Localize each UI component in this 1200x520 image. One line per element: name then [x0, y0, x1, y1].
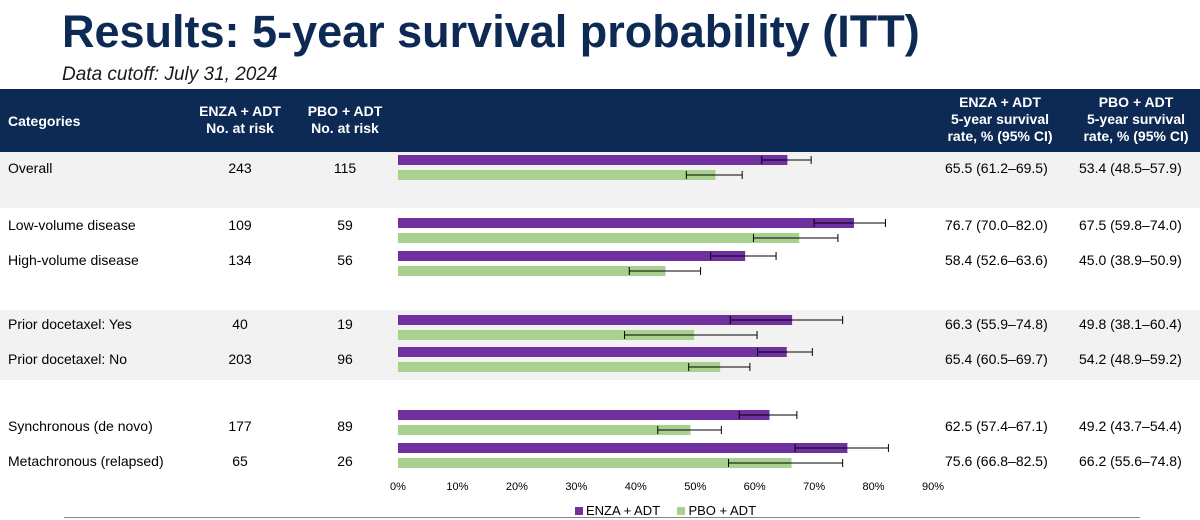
- row-pbo-rate: 67.5 (59.8–74.0): [1079, 217, 1182, 233]
- bar-enza: [398, 218, 854, 228]
- chart-legend: ENZA + ADT PBO + ADT: [575, 503, 756, 518]
- bar-pbo: [398, 458, 792, 468]
- x-tick-label: 90%: [922, 481, 944, 493]
- row-pbo-at-risk: 26: [337, 453, 353, 469]
- bar-enza: [398, 251, 746, 261]
- row-pbo-rate: 66.2 (55.6–74.8): [1079, 453, 1182, 469]
- row-enza-rate: 75.6 (66.8–82.5): [945, 453, 1048, 469]
- x-tick-label: 30%: [565, 481, 587, 493]
- row-pbo-rate: 53.4 (48.5–57.9): [1079, 160, 1182, 176]
- header-enza-risk: ENZA + ADT No. at risk: [190, 103, 290, 137]
- row-enza-rate: 76.7 (70.0–82.0): [945, 217, 1048, 233]
- row-enza-at-risk: 65: [232, 453, 248, 469]
- row-enza-at-risk: 109: [228, 217, 252, 233]
- row-pbo-at-risk: 89: [337, 418, 353, 434]
- row-enza-at-risk: 134: [228, 252, 252, 268]
- bar-pbo: [398, 425, 691, 435]
- header-enza-rate-line1: ENZA + ADT: [959, 94, 1041, 110]
- row-enza-at-risk: 40: [232, 316, 248, 332]
- row-label: Prior docetaxel: No: [8, 351, 128, 367]
- x-tick-label: 20%: [506, 481, 528, 493]
- row-enza-at-risk: 177: [228, 418, 252, 434]
- x-tick-label: 80%: [863, 481, 885, 493]
- header-pbo-rate-line1: PBO + ADT: [1098, 94, 1174, 110]
- row-label: Low-volume disease: [8, 217, 136, 233]
- header-enza-rate-line2: 5-year survival: [950, 111, 1050, 127]
- bar-pbo: [398, 266, 666, 276]
- bar-enza: [398, 410, 770, 420]
- header-pbo-rate: PBO + ADT 5-year survival rate, % (95% C…: [1071, 94, 1200, 145]
- legend-swatch-pbo: [677, 507, 686, 515]
- row-enza-rate: 65.5 (61.2–69.5): [945, 160, 1048, 176]
- row-label: Overall: [8, 160, 53, 176]
- row-label: Prior docetaxel: Yes: [8, 316, 132, 332]
- row-pbo-at-risk: 56: [337, 252, 353, 268]
- data-cutoff-subtitle: Data cutoff: July 31, 2024: [62, 64, 278, 85]
- bar-enza: [398, 443, 848, 453]
- page-title: Results: 5-year survival probability (IT…: [62, 6, 920, 57]
- x-tick-label: 50%: [684, 481, 706, 493]
- row-enza-rate: 58.4 (52.6–63.6): [945, 252, 1048, 268]
- row-enza-rate: 62.5 (57.4–67.1): [945, 418, 1048, 434]
- row-pbo-at-risk: 96: [337, 351, 353, 367]
- header-enza-risk-line1: ENZA + ADT: [199, 103, 281, 119]
- row-pbo-rate: 45.0 (38.9–50.9): [1079, 252, 1182, 268]
- header-categories: Categories: [8, 113, 81, 129]
- bar-pbo: [398, 330, 695, 340]
- bar-pbo: [398, 170, 716, 180]
- row-pbo-rate: 49.8 (38.1–60.4): [1079, 316, 1182, 332]
- row-enza-at-risk: 203: [228, 351, 252, 367]
- header-enza-risk-line2: No. at risk: [206, 120, 274, 136]
- header-enza-rate: ENZA + ADT 5-year survival rate, % (95% …: [935, 94, 1065, 145]
- row-label: Synchronous (de novo): [8, 418, 153, 434]
- x-tick-label: 10%: [446, 481, 468, 493]
- bar-enza: [398, 155, 788, 165]
- x-tick-label: 60%: [744, 481, 766, 493]
- header-pbo-risk: PBO + ADT No. at risk: [295, 103, 395, 137]
- bar-pbo: [398, 362, 721, 372]
- bar-enza: [398, 347, 787, 357]
- x-tick-label: 70%: [803, 481, 825, 493]
- row-label: Metachronous (relapsed): [8, 453, 164, 469]
- row-pbo-at-risk: 19: [337, 316, 353, 332]
- legend-label-enza: ENZA + ADT: [586, 503, 660, 518]
- row-pbo-rate: 54.2 (48.9–59.2): [1079, 351, 1182, 367]
- header-pbo-risk-line1: PBO + ADT: [307, 103, 383, 119]
- row-label: High-volume disease: [8, 252, 139, 268]
- x-tick-label: 40%: [625, 481, 647, 493]
- table-header: Categories ENZA + ADT No. at risk PBO + …: [0, 89, 1200, 152]
- row-pbo-at-risk: 115: [333, 160, 357, 176]
- header-pbo-rate-line3: rate, % (95% CI): [1083, 128, 1189, 144]
- header-pbo-rate-line2: 5-year survival: [1086, 111, 1186, 127]
- footer-divider: [64, 517, 1140, 518]
- x-tick-label: 0%: [390, 481, 406, 493]
- header-enza-rate-line3: rate, % (95% CI): [947, 128, 1053, 144]
- bar-enza: [398, 315, 793, 325]
- row-enza-at-risk: 243: [228, 160, 252, 176]
- row-enza-rate: 65.4 (60.5–69.7): [945, 351, 1048, 367]
- row-enza-rate: 66.3 (55.9–74.8): [945, 316, 1048, 332]
- header-pbo-risk-line2: No. at risk: [311, 120, 379, 136]
- legend-swatch-enza: [575, 507, 583, 515]
- bar-pbo: [398, 233, 800, 243]
- row-pbo-at-risk: 59: [337, 217, 353, 233]
- row-pbo-rate: 49.2 (43.7–54.4): [1079, 418, 1182, 434]
- legend-label-pbo: PBO + ADT: [688, 503, 757, 518]
